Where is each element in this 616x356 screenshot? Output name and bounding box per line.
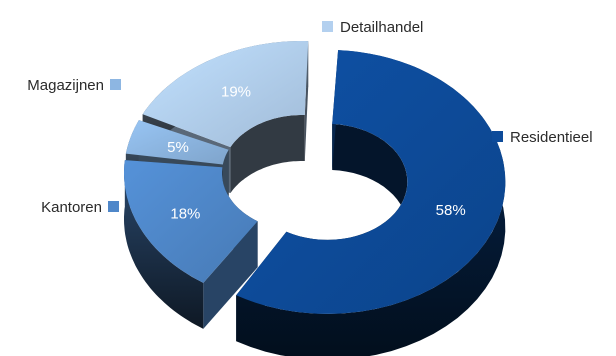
legend-item-detailhandel: Detailhandel [322,19,423,36]
slice-inner-wall [230,115,305,194]
data-label-magazijnen: 5% [167,139,189,156]
legend-item-kantoren: Kantoren [41,199,119,216]
slice-top [124,160,258,283]
slice-end-face [203,221,258,329]
data-label-residentieel: 58% [436,202,466,219]
slice-top [236,50,506,314]
slice-residentieel [236,50,506,356]
legend-item-magazijnen: Magazijnen [27,77,121,94]
legend-swatch [322,21,333,32]
legend-label: Magazijnen [27,77,104,94]
slice-outer-wall [124,160,204,329]
legend-swatch [492,131,503,142]
legend-item-residentieel: Residentieel [492,129,593,146]
legend-swatch [108,201,119,212]
legend-swatch [110,79,121,90]
slice-kantoren [124,160,258,329]
legend-label: Detailhandel [340,19,423,36]
slice-top [142,41,309,148]
slice-outer-wall [236,50,506,356]
legend-label: Kantoren [41,199,102,216]
data-label-kantoren: 18% [170,206,200,223]
slice-top [125,120,229,165]
data-label-detailhandel: 19% [221,83,251,100]
legend-label: Residentieel [510,129,593,146]
